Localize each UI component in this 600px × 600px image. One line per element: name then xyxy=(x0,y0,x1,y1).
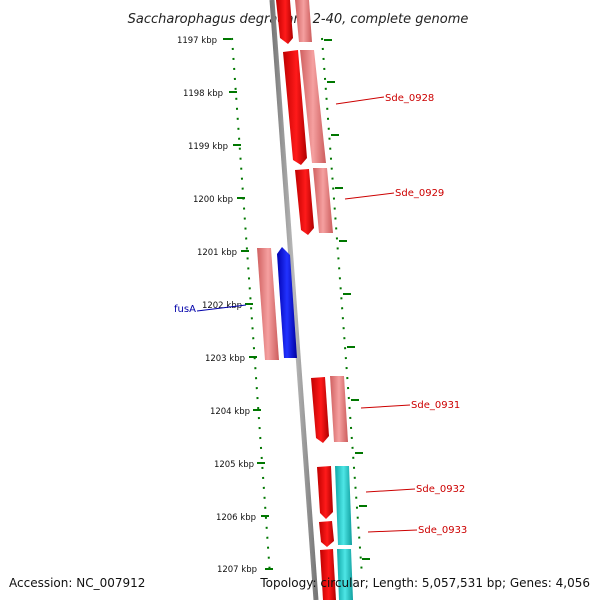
label-leaders xyxy=(196,96,418,533)
gene-labels: Sde_0928 Sde_0929 fusA Sde_0931 Sde_0932… xyxy=(174,93,467,536)
tick-label: 1201 kbp xyxy=(197,248,237,258)
cds-bar-sde-0928 xyxy=(300,50,326,163)
leader-line xyxy=(335,96,385,105)
cds-bar-sde-0931 xyxy=(330,376,348,442)
cds-arrow xyxy=(320,549,336,600)
cds-arrow-sde-0931 xyxy=(311,377,329,443)
gene-label-sde-0931[interactable]: Sde_0931 xyxy=(411,400,460,411)
cds-arrow-sde-0928 xyxy=(283,50,307,165)
cds-bar-fusa xyxy=(257,248,279,360)
gene-label-sde-0928[interactable]: Sde_0928 xyxy=(385,93,434,104)
leader-line xyxy=(365,488,416,493)
tick-label: 1199 kbp xyxy=(188,142,228,152)
tick-label: 1197 kbp xyxy=(177,36,217,46)
tick-label: 1206 kbp xyxy=(216,513,256,523)
cds-bar-sde-0929 xyxy=(313,168,333,233)
tick-label: 1204 kbp xyxy=(210,407,250,417)
tick-labels: 1197 kbp 1198 kbp 1199 kbp 1200 kbp 1201… xyxy=(177,36,257,575)
gene-label-sde-0933[interactable]: Sde_0933 xyxy=(418,525,467,536)
cds-arrow-sde-0932 xyxy=(317,466,333,519)
tick-label: 1202 kbp xyxy=(202,301,242,311)
tick-label: 1198 kbp xyxy=(183,89,223,99)
topology-text: Topology: circular; Length: 5,057,531 bp… xyxy=(259,576,590,590)
tick-label: 1207 kbp xyxy=(217,565,257,575)
gene-label-fusa[interactable]: fusA xyxy=(174,304,196,315)
accession-text: Accession: NC_007912 xyxy=(9,576,145,590)
gene-arrow-fusa xyxy=(277,247,297,358)
sequence-backbone xyxy=(269,0,319,600)
forward-cds-features xyxy=(276,0,336,600)
cds-arrow-sde-0933 xyxy=(319,521,334,547)
rna-features xyxy=(335,466,353,600)
tick-marks xyxy=(223,38,273,570)
cds-arrow xyxy=(276,0,293,44)
leader-line xyxy=(367,529,418,533)
tick-label: 1205 kbp xyxy=(214,460,254,470)
pink-feature-track xyxy=(257,0,348,442)
cds-arrow-sde-0929 xyxy=(295,169,314,235)
leader-line xyxy=(344,192,395,200)
leader-line xyxy=(196,304,247,312)
gene-label-sde-0932[interactable]: Sde_0932 xyxy=(416,484,465,495)
tick-marks-right xyxy=(324,39,370,560)
gene-label-sde-0929[interactable]: Sde_0929 xyxy=(395,188,444,199)
leader-line xyxy=(360,404,411,409)
rna-bar xyxy=(337,549,353,600)
tick-label: 1203 kbp xyxy=(205,354,245,364)
rna-bar-sde-0932 xyxy=(335,466,352,545)
cds-bar xyxy=(295,0,312,42)
tick-label: 1200 kbp xyxy=(193,195,233,205)
